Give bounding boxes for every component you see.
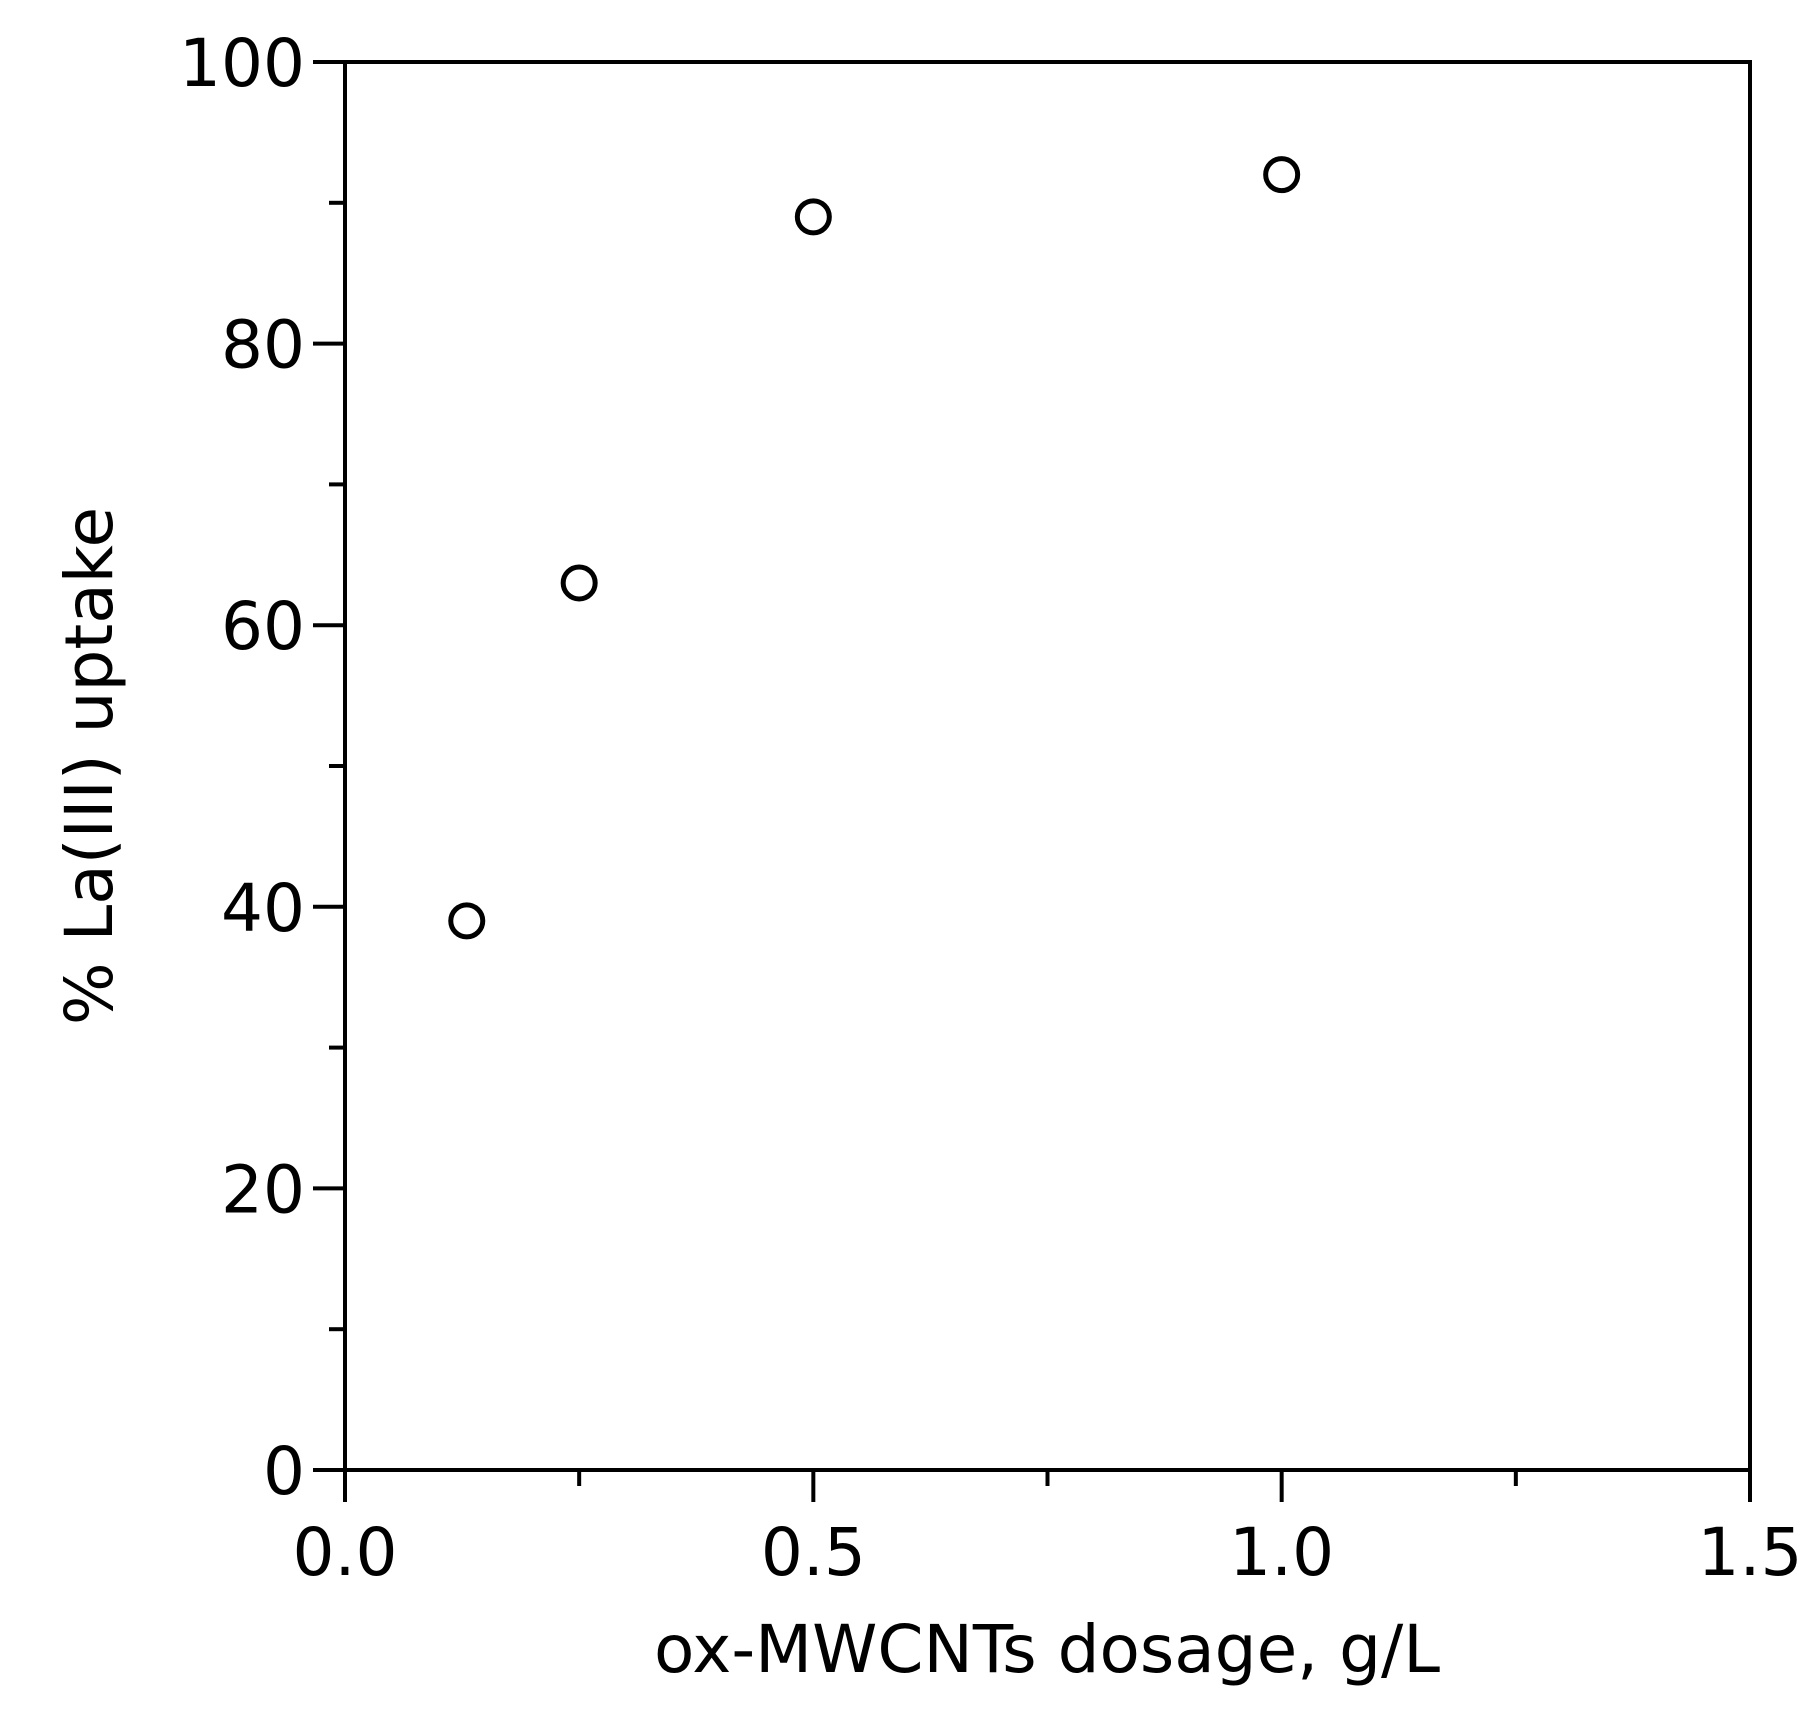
y-tick-label: 100 (179, 25, 305, 102)
data-point (448, 902, 486, 940)
data-point (794, 198, 832, 236)
y-tick-label: 0 (263, 1433, 305, 1510)
tick-labels: 0.0 0.5 1.0 1.5 0 20 40 60 80 100 (179, 25, 1802, 1591)
data-point (560, 564, 598, 602)
x-axis-label: ox-MWCNTs dosage, g/L (654, 1611, 1440, 1688)
x-tick-label: 1.5 (1698, 1514, 1803, 1591)
y-axis-label: % La(III) uptake (51, 507, 128, 1025)
y-tick-label: 20 (221, 1151, 305, 1228)
y-tick-label: 80 (221, 307, 305, 384)
data-point (1263, 156, 1301, 194)
y-tick-label: 60 (221, 588, 305, 665)
y-tick-label: 40 (221, 870, 305, 947)
plot-frame (343, 60, 1752, 1472)
x-tick-label: 0.0 (293, 1514, 398, 1591)
data-points (448, 156, 1301, 940)
axis-ticks (313, 60, 1752, 1502)
x-tick-label: 0.5 (761, 1514, 866, 1591)
x-tick-label: 1.0 (1229, 1514, 1334, 1591)
